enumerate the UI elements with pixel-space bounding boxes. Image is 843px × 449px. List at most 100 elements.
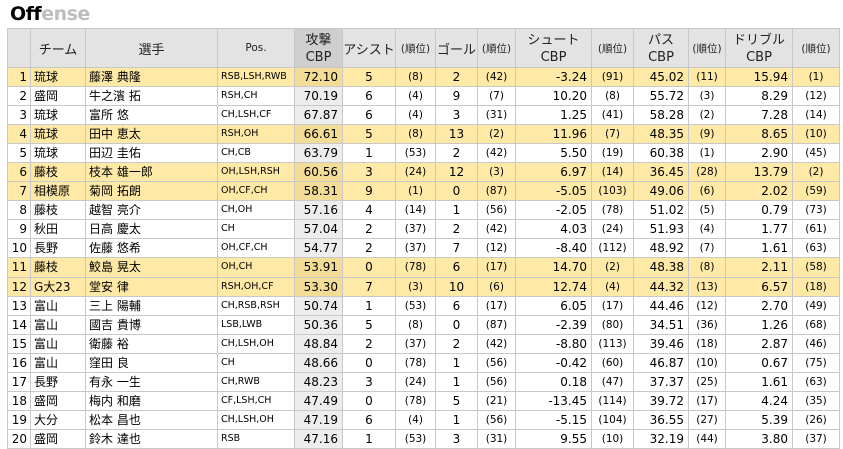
goal-rank-cell: (56) — [477, 352, 516, 373]
goal-cell: 2 — [435, 66, 478, 88]
shoot-rank-cell: (41) — [591, 105, 634, 126]
team-cell: 盛岡 — [30, 86, 86, 107]
assist-rank-cell: (4) — [395, 409, 436, 430]
assist-rank-cell: (53) — [395, 143, 436, 164]
player-cell: 衛藤 裕 — [85, 333, 218, 354]
player-cell: 松本 昌也 — [85, 409, 218, 430]
player-cell: 鮫島 晃太 — [85, 257, 218, 278]
attack-cbp-cell: 50.74 — [294, 295, 343, 316]
pass-rank-cell: (1) — [688, 143, 726, 164]
dribble-cbp-cell: 6.57 — [725, 276, 793, 297]
attack-cbp-cell: 54.77 — [294, 238, 343, 259]
player-cell: 佐藤 悠希 — [85, 238, 218, 259]
team-cell: 秋田 — [30, 219, 86, 240]
shoot-cbp-cell: 6.97 — [515, 162, 592, 183]
assist-cell: 0 — [342, 257, 396, 278]
pass-rank-cell: (3) — [688, 86, 726, 107]
pass-cbp-cell: 48.38 — [633, 257, 689, 278]
assist-cell: 6 — [342, 409, 396, 430]
assist-rank-cell: (37) — [395, 219, 436, 240]
goal-rank-cell: (2) — [477, 124, 516, 145]
position-cell: OH,CH — [217, 257, 295, 278]
dribble-cbp-cell: 1.26 — [725, 314, 793, 335]
pass-cbp-cell: 46.87 — [633, 352, 689, 373]
table-row: 5 琉球 田辺 圭佑 CH,CB 63.79 1 (53) 2 (42) 5.50 (19) 60.3… — [7, 143, 840, 164]
table-row: 20 盛岡 鈴木 達也 RSB 47.16 1 (53) 3 (31) 9.55 (10) 32.19… — [7, 428, 840, 449]
goal-cell: 1 — [435, 352, 478, 373]
shoot-rank-cell: (47) — [591, 371, 634, 392]
goal-cell: 2 — [435, 143, 478, 164]
shoot-rank-cell: (4) — [591, 276, 634, 297]
goal-rank-cell: (7) — [477, 86, 516, 107]
position-cell: CH,RSB,RSH — [217, 295, 295, 316]
shoot-rank-cell: (8) — [591, 86, 634, 107]
shoot-rank-cell: (7) — [591, 124, 634, 145]
shoot-cbp-cell: 10.20 — [515, 86, 592, 107]
player-cell: 國吉 貴博 — [85, 314, 218, 335]
header-shoot-rank: (順位) — [591, 28, 634, 68]
attack-cbp-cell: 57.16 — [294, 200, 343, 221]
pass-cbp-cell: 60.38 — [633, 143, 689, 164]
rank-cell: 11 — [7, 257, 31, 278]
pass-rank-cell: (27) — [688, 409, 726, 430]
position-cell: RSB — [217, 428, 295, 449]
goal-cell: 12 — [435, 162, 478, 183]
shoot-rank-cell: (2) — [591, 257, 634, 278]
table-row: 3 琉球 富所 悠 CH,LSH,CF 67.87 6 (4) 3 (31) 1.25 (41) 58… — [7, 105, 840, 126]
dribble-rank-cell: (26) — [792, 409, 840, 430]
team-cell: 長野 — [30, 238, 86, 259]
attack-cbp-cell: 47.16 — [294, 428, 343, 449]
attack-cbp-cell: 66.61 — [294, 124, 343, 145]
rank-cell: 4 — [7, 124, 31, 145]
pass-cbp-cell: 45.02 — [633, 66, 689, 88]
pass-cbp-cell: 44.32 — [633, 276, 689, 297]
dribble-rank-cell: (75) — [792, 352, 840, 373]
header-team: チーム — [30, 28, 86, 68]
shoot-rank-cell: (24) — [591, 219, 634, 240]
pass-cbp-cell: 44.46 — [633, 295, 689, 316]
dribble-rank-cell: (63) — [792, 371, 840, 392]
shoot-rank-cell: (103) — [591, 181, 634, 202]
dribble-cbp-cell: 2.11 — [725, 257, 793, 278]
assist-cell: 2 — [342, 238, 396, 259]
header-assist: アシスト — [342, 28, 396, 68]
goal-cell: 1 — [435, 200, 478, 221]
table-row: 4 琉球 田中 恵太 RSH,OH 66.61 5 (8) 13 (2) 11.96 (7) 48.3… — [7, 124, 840, 145]
dribble-cbp-cell: 8.65 — [725, 124, 793, 145]
dribble-cbp-cell: 2.87 — [725, 333, 793, 354]
assist-rank-cell: (4) — [395, 105, 436, 126]
goal-cell: 6 — [435, 257, 478, 278]
shoot-cbp-cell: 11.96 — [515, 124, 592, 145]
dribble-rank-cell: (12) — [792, 86, 840, 107]
shoot-rank-cell: (19) — [591, 143, 634, 164]
header-goal: ゴール — [435, 28, 478, 68]
team-cell: G大23 — [30, 276, 86, 297]
dribble-cbp-cell: 2.70 — [725, 295, 793, 316]
table-row: 6 藤枝 枝本 雄一郎 OH,LSH,RSH 60.56 3 (24) 12 (3) 6.97 (1… — [7, 162, 840, 183]
position-cell: OH,CF,CH — [217, 238, 295, 259]
offense-page: Offense チーム 選手 Pos. 攻撃 — [7, 3, 840, 449]
goal-cell: 10 — [435, 276, 478, 297]
shoot-cbp-cell: -2.39 — [515, 314, 592, 335]
dribble-cbp-cell: 7.28 — [725, 105, 793, 126]
dribble-rank-cell: (37) — [792, 428, 840, 449]
table-row: 15 富山 衛藤 裕 CH,LSH,OH 48.84 2 (37) 2 (42) -8.80 (11… — [7, 333, 840, 354]
position-cell: CF,LSH,CH — [217, 390, 295, 411]
table-row: 16 富山 窪田 良 CH 48.66 0 (78) 1 (56) -0.42 (60) 46.87(… — [7, 352, 840, 373]
position-cell: RSB,LSH,RWB — [217, 66, 295, 88]
dribble-cbp-cell: 2.02 — [725, 181, 793, 202]
table-row: 8 藤枝 越智 亮介 CH,OH 57.16 4 (14) 1 (56) -2.05 (78) 51.… — [7, 200, 840, 221]
shoot-rank-cell: (91) — [591, 66, 634, 88]
goal-cell: 3 — [435, 428, 478, 449]
assist-cell: 9 — [342, 181, 396, 202]
player-cell: 牛之濱 拓 — [85, 86, 218, 107]
dribble-rank-cell: (63) — [792, 238, 840, 259]
pass-rank-cell: (8) — [688, 257, 726, 278]
assist-rank-cell: (78) — [395, 390, 436, 411]
assist-cell: 3 — [342, 371, 396, 392]
player-cell: 越智 亮介 — [85, 200, 218, 221]
header-attack: 攻撃 — [294, 28, 343, 48]
table-row: 18 盛岡 梅内 和磨 CF,LSH,CH 47.49 0 (78) 5 (21) -13.45(… — [7, 390, 840, 411]
dribble-rank-cell: (61) — [792, 219, 840, 240]
attack-cbp-cell: 48.66 — [294, 352, 343, 373]
